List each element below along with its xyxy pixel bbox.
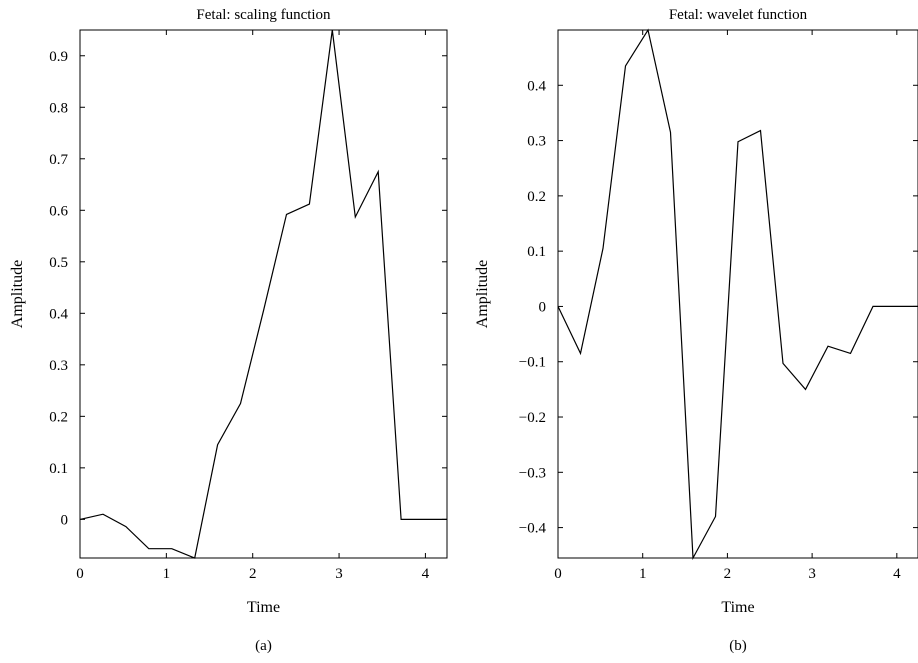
y-axis-label: Amplitude (474, 260, 491, 328)
y-tick-label: 0 (539, 299, 547, 315)
y-tick-label: 0.9 (49, 49, 68, 65)
y-axis-label: Amplitude (9, 260, 26, 328)
x-axis-label: Time (247, 599, 280, 616)
y-tick-label: 0.2 (527, 189, 546, 205)
x-tick-label: 2 (724, 566, 732, 582)
x-tick-label: 4 (893, 566, 901, 582)
x-tick-label: 4 (422, 566, 430, 582)
y-tick-label: −0.3 (519, 465, 546, 481)
panel-caption: (a) (255, 638, 272, 654)
chart-title: Fetal: wavelet function (669, 7, 808, 23)
y-tick-label: 0.4 (527, 78, 546, 94)
plot-frame (79, 29, 448, 559)
x-axis-label: Time (721, 599, 754, 616)
y-tick-label: 0.1 (527, 244, 546, 260)
y-tick-label: 0.8 (49, 100, 68, 116)
y-tick-label: 0.1 (49, 461, 68, 477)
series-line (557, 28, 918, 561)
y-tick-label: −0.2 (519, 410, 546, 426)
y-tick-label: −0.1 (519, 355, 546, 371)
x-tick-label: 3 (335, 566, 343, 582)
x-tick-label: 0 (554, 566, 562, 582)
y-tick-label: 0 (61, 512, 69, 528)
x-tick-label: 1 (163, 566, 171, 582)
x-tick-label: 2 (249, 566, 257, 582)
panel-a: 0 1 2 3 4 0 0.1 0.2 0.3 0.4 0.5 0.6 0.7 0.8 0.9 Fetal: … (9, 7, 448, 654)
series-line (79, 29, 447, 559)
x-tick-label: 1 (639, 566, 647, 582)
x-tick-label: 3 (808, 566, 816, 582)
y-tick-label: 0.7 (49, 152, 68, 168)
y-tick-label: 0.5 (49, 255, 68, 271)
y-tick-label: −0.4 (519, 521, 547, 537)
chart-title: Fetal: scaling function (196, 7, 331, 23)
panel-b: 0 1 2 3 4 −0.4 −0.3 −0.2 −0.1 0 0.1 0.2 0.3 0.4 Fetal:… (474, 7, 918, 654)
y-tick-label: 0.3 (527, 134, 546, 150)
panel-caption: (b) (729, 638, 747, 654)
y-tick-label: 0.4 (49, 306, 68, 322)
x-tick-label: 0 (76, 566, 84, 582)
y-tick-label: 0.3 (49, 358, 68, 374)
y-tick-label: 0.2 (49, 409, 68, 425)
plot-frame (557, 29, 918, 559)
y-tick-label: 0.6 (49, 203, 68, 219)
